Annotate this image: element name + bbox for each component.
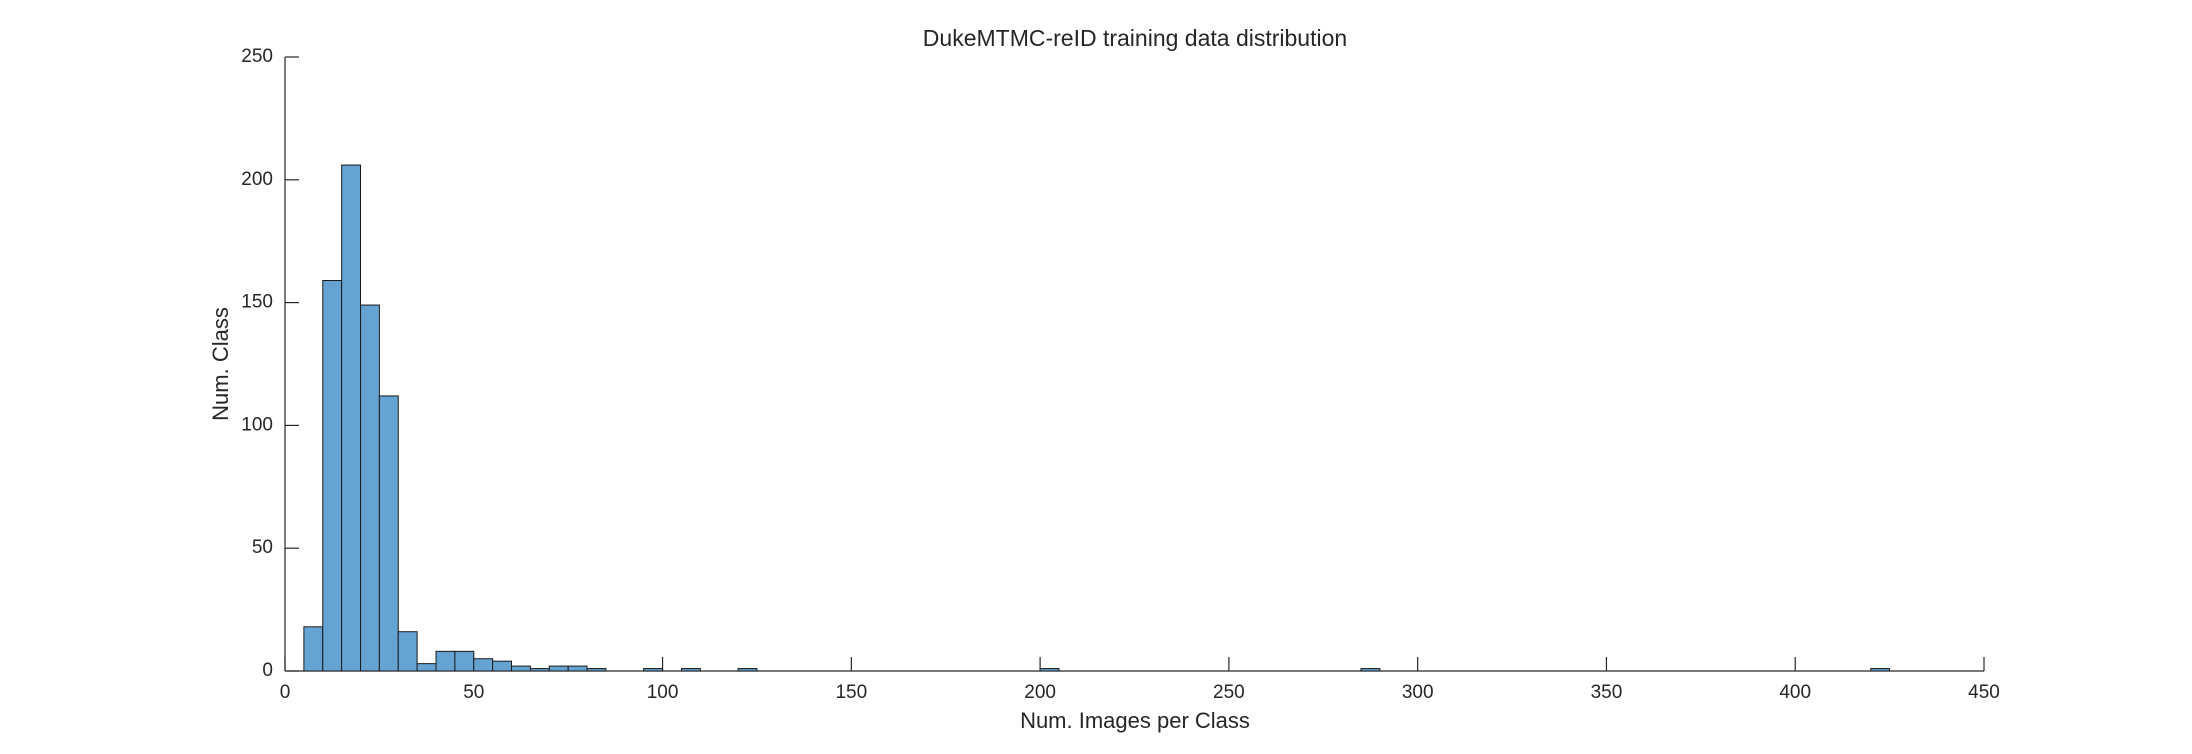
bar bbox=[397, 631, 418, 672]
y-tick-label: 50 bbox=[252, 537, 273, 558]
y-axis-label: Num. Class bbox=[208, 307, 233, 421]
x-tick-label: 400 bbox=[1779, 682, 1811, 703]
bar bbox=[378, 395, 399, 672]
bar bbox=[567, 665, 588, 672]
bar bbox=[511, 665, 531, 672]
x-tick-label: 100 bbox=[647, 682, 679, 703]
bar bbox=[454, 650, 475, 672]
bar bbox=[1039, 668, 1060, 672]
bar bbox=[341, 164, 362, 672]
bar bbox=[416, 663, 437, 672]
bar bbox=[1870, 668, 1891, 672]
x-tick-label: 0 bbox=[280, 682, 291, 703]
x-tick-label: 350 bbox=[1591, 682, 1623, 703]
x-tick-label: 450 bbox=[1968, 682, 2000, 703]
x-tick-label: 200 bbox=[1024, 682, 1056, 703]
bar bbox=[492, 660, 513, 672]
bar bbox=[643, 668, 664, 672]
bar bbox=[473, 658, 494, 672]
bar bbox=[303, 626, 324, 672]
x-tick-label: 150 bbox=[835, 682, 867, 703]
y-tick-label: 0 bbox=[262, 660, 273, 681]
bar bbox=[548, 665, 569, 672]
chart-title: DukeMTMC-reID training data distribution bbox=[923, 25, 1347, 51]
bar bbox=[529, 668, 550, 672]
bar bbox=[586, 668, 607, 672]
bar bbox=[680, 668, 701, 672]
bar bbox=[1360, 668, 1381, 672]
x-axis-label: Num. Images per Class bbox=[1020, 708, 1250, 733]
bar bbox=[322, 279, 343, 672]
x-tick-label: 300 bbox=[1402, 682, 1434, 703]
bar bbox=[737, 668, 758, 672]
y-tick-label: 100 bbox=[241, 414, 273, 435]
x-tick-label: 250 bbox=[1213, 682, 1245, 703]
y-tick-label: 150 bbox=[241, 292, 273, 313]
y-tick-label: 200 bbox=[241, 169, 273, 190]
bar bbox=[360, 304, 380, 672]
y-tick-label: 250 bbox=[241, 46, 273, 67]
x-tick-label: 50 bbox=[463, 682, 484, 703]
bar bbox=[435, 650, 456, 672]
